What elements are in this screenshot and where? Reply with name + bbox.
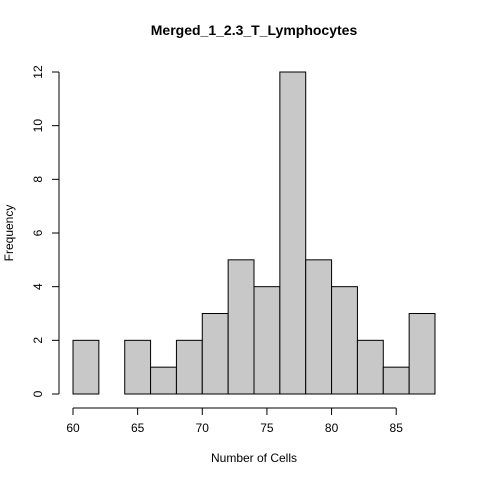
- histogram-bar: [253, 286, 281, 395]
- y-tick-label: 8: [31, 176, 45, 183]
- y-axis: 0 2 4 6 8 10 12: [31, 65, 60, 397]
- histogram-bar: [150, 366, 177, 395]
- chart-title: Merged_1_2.3_T_Lymphocytes: [151, 22, 358, 38]
- x-axis-label: Number of Cells: [211, 451, 297, 465]
- y-tick-label: 2: [31, 337, 45, 344]
- bars-group: [72, 71, 436, 395]
- x-tick-label: 80: [325, 421, 339, 435]
- histogram-bar: [279, 71, 307, 395]
- histogram-bar: [305, 259, 333, 395]
- histogram-bar: [72, 339, 100, 395]
- histogram-bar: [201, 313, 229, 395]
- y-tick-label: 10: [31, 119, 45, 133]
- x-axis: 60 65 70 75 80 85: [66, 407, 404, 435]
- histogram-bar: [382, 366, 410, 395]
- histogram-bar: [356, 339, 384, 395]
- y-tick-label: 6: [31, 229, 45, 236]
- x-tick-label: 60: [66, 421, 80, 435]
- x-tick-label: 75: [260, 421, 274, 435]
- histogram-bar: [124, 339, 152, 395]
- histogram-bar: [408, 313, 436, 395]
- y-tick-label: 0: [31, 390, 45, 397]
- x-tick-label: 85: [390, 421, 404, 435]
- histogram-bar: [175, 339, 203, 395]
- y-tick-label: 12: [31, 65, 45, 79]
- y-tick-label: 4: [31, 283, 45, 290]
- x-tick-label: 65: [131, 421, 145, 435]
- histogram-bar: [331, 286, 358, 395]
- y-axis-label: Frequency: [2, 205, 16, 262]
- x-tick-label: 70: [196, 421, 210, 435]
- histogram-bar: [227, 259, 255, 395]
